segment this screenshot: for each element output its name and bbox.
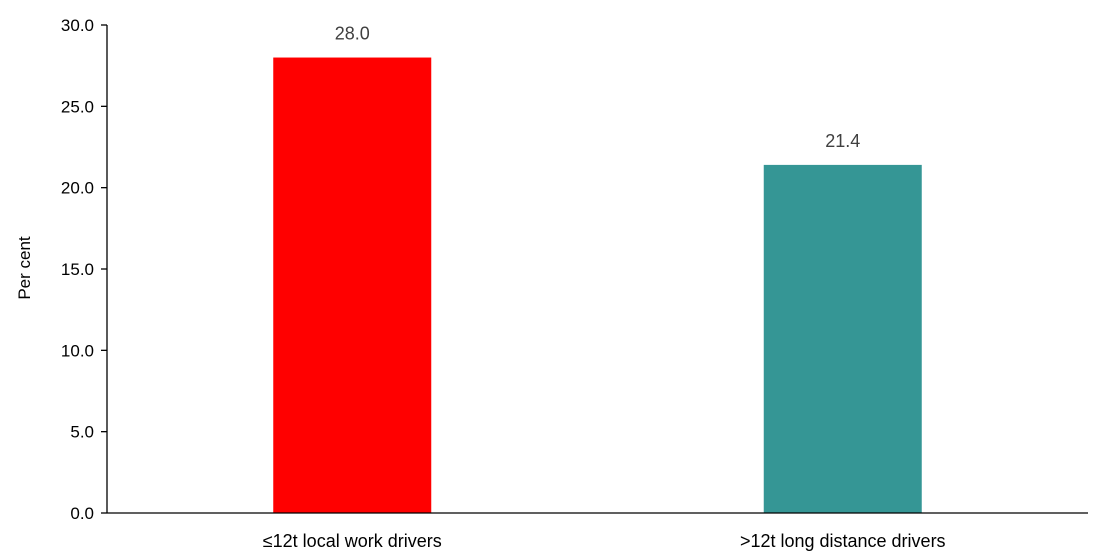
data-label: 21.4 <box>825 131 860 151</box>
y-tick-label: 30.0 <box>61 16 94 35</box>
y-tick-label: 10.0 <box>61 341 94 360</box>
bars <box>273 57 922 514</box>
category-label: >12t long distance drivers <box>740 531 946 551</box>
category-labels: ≤12t local work drivers >12t long distanc… <box>263 531 946 551</box>
bar <box>763 164 922 514</box>
y-axis-title: Per cent <box>15 236 34 300</box>
bar <box>273 57 432 514</box>
y-axis-ticks: 0.0 5.0 10.0 15.0 20.0 25.0 30.0 <box>61 16 107 523</box>
y-tick-label: 15.0 <box>61 260 94 279</box>
y-tick-label: 20.0 <box>61 179 94 198</box>
y-tick-label: 25.0 <box>61 97 94 116</box>
y-tick-label: 0.0 <box>70 504 94 523</box>
category-label: ≤12t local work drivers <box>263 531 442 551</box>
data-label: 28.0 <box>335 24 370 44</box>
y-tick-label: 5.0 <box>70 423 94 442</box>
data-labels: 28.0 21.4 <box>335 24 861 151</box>
